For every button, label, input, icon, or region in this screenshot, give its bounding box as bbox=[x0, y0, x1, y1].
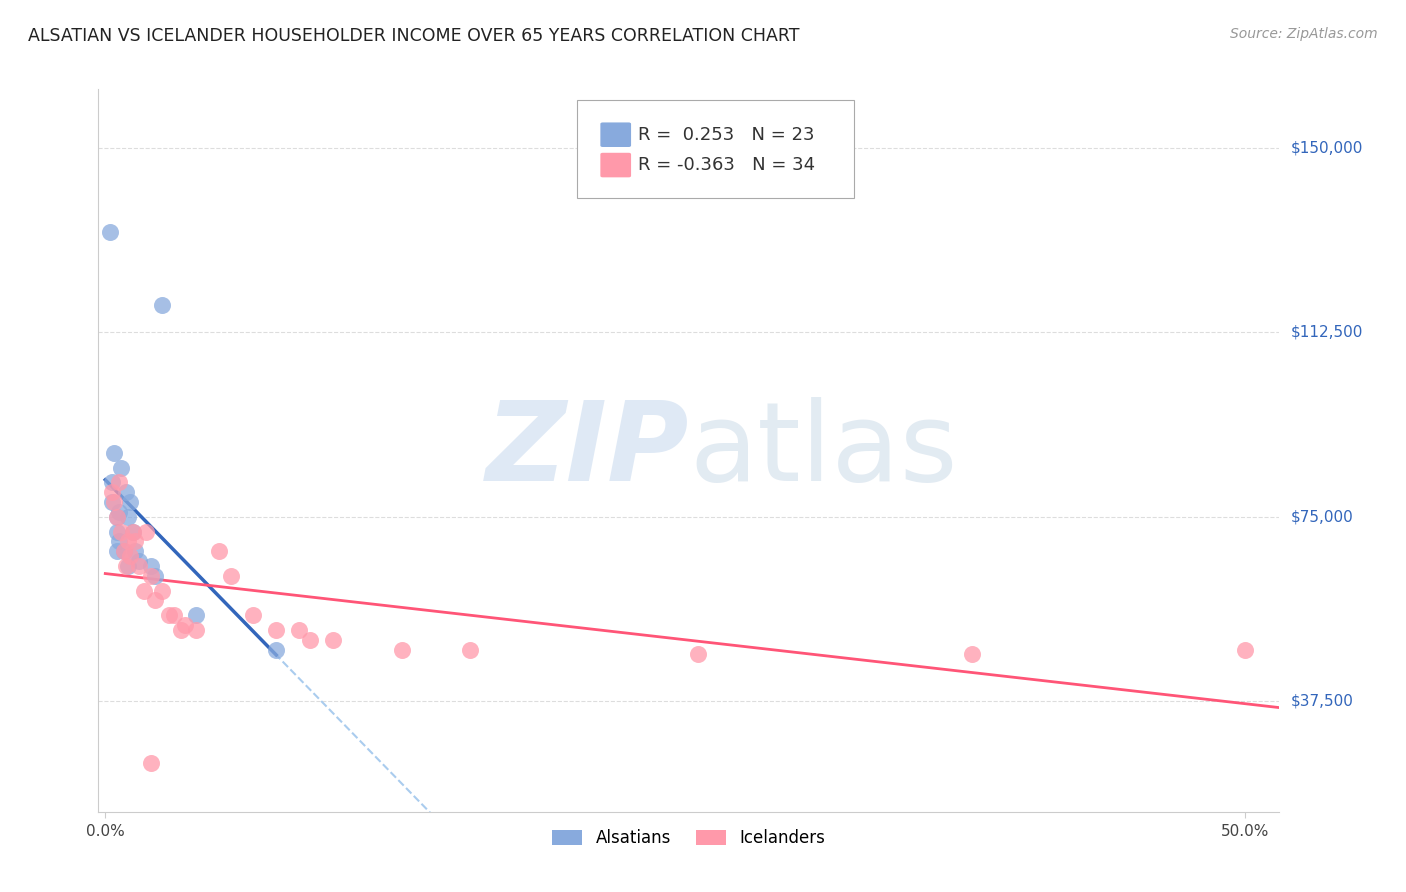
Point bbox=[128, 554, 150, 568]
Point bbox=[101, 495, 124, 509]
Text: atlas: atlas bbox=[689, 397, 957, 504]
Point bbox=[132, 583, 155, 598]
Point bbox=[322, 632, 344, 647]
Point bbox=[121, 524, 143, 539]
Point bbox=[108, 534, 131, 549]
Point bbox=[145, 569, 167, 583]
Point bbox=[128, 558, 150, 573]
Text: Source: ZipAtlas.com: Source: ZipAtlas.com bbox=[1230, 27, 1378, 41]
Point bbox=[103, 446, 125, 460]
FancyBboxPatch shape bbox=[600, 122, 631, 147]
Point bbox=[110, 524, 132, 539]
Point bbox=[150, 298, 173, 312]
Point bbox=[105, 509, 128, 524]
Point bbox=[139, 756, 162, 770]
Point bbox=[391, 642, 413, 657]
Point bbox=[112, 544, 135, 558]
Text: $150,000: $150,000 bbox=[1291, 141, 1362, 156]
Text: ZIP: ZIP bbox=[485, 397, 689, 504]
Point bbox=[135, 524, 157, 539]
Point bbox=[114, 485, 136, 500]
Point bbox=[288, 623, 311, 637]
Point bbox=[114, 558, 136, 573]
Point bbox=[458, 642, 481, 657]
Point bbox=[219, 569, 242, 583]
Point bbox=[139, 569, 162, 583]
Point bbox=[108, 505, 131, 519]
Point bbox=[169, 623, 191, 637]
Point bbox=[145, 593, 167, 607]
Point bbox=[208, 544, 231, 558]
Point bbox=[174, 618, 197, 632]
Text: $75,000: $75,000 bbox=[1291, 509, 1354, 524]
Point bbox=[117, 558, 139, 573]
Point bbox=[120, 495, 142, 509]
Point bbox=[139, 558, 162, 573]
Point bbox=[108, 475, 131, 490]
Point bbox=[124, 534, 146, 549]
Point bbox=[960, 648, 983, 662]
Point bbox=[101, 475, 124, 490]
Point bbox=[105, 544, 128, 558]
Point bbox=[112, 544, 135, 558]
Text: $37,500: $37,500 bbox=[1291, 694, 1354, 708]
Point bbox=[157, 608, 180, 623]
Point bbox=[117, 509, 139, 524]
Legend: Alsatians, Icelanders: Alsatians, Icelanders bbox=[546, 822, 832, 854]
Point bbox=[242, 608, 264, 623]
FancyBboxPatch shape bbox=[576, 100, 855, 198]
Point bbox=[150, 583, 173, 598]
Point bbox=[105, 509, 128, 524]
Point bbox=[117, 534, 139, 549]
Point bbox=[110, 460, 132, 475]
Point bbox=[299, 632, 322, 647]
FancyBboxPatch shape bbox=[600, 153, 631, 178]
Point bbox=[1234, 642, 1257, 657]
Point bbox=[124, 544, 146, 558]
Point bbox=[103, 495, 125, 509]
Point bbox=[163, 608, 186, 623]
Point bbox=[105, 524, 128, 539]
Text: R = -0.363   N = 34: R = -0.363 N = 34 bbox=[638, 156, 815, 174]
Point bbox=[186, 608, 208, 623]
Point bbox=[101, 485, 124, 500]
Point bbox=[686, 648, 709, 662]
Point bbox=[264, 623, 287, 637]
Text: $112,500: $112,500 bbox=[1291, 325, 1362, 340]
Point bbox=[98, 225, 121, 239]
Text: R =  0.253   N = 23: R = 0.253 N = 23 bbox=[638, 126, 814, 144]
Point bbox=[121, 524, 143, 539]
Point bbox=[186, 623, 208, 637]
Text: ALSATIAN VS ICELANDER HOUSEHOLDER INCOME OVER 65 YEARS CORRELATION CHART: ALSATIAN VS ICELANDER HOUSEHOLDER INCOME… bbox=[28, 27, 800, 45]
Point bbox=[264, 642, 287, 657]
Point bbox=[120, 549, 142, 563]
